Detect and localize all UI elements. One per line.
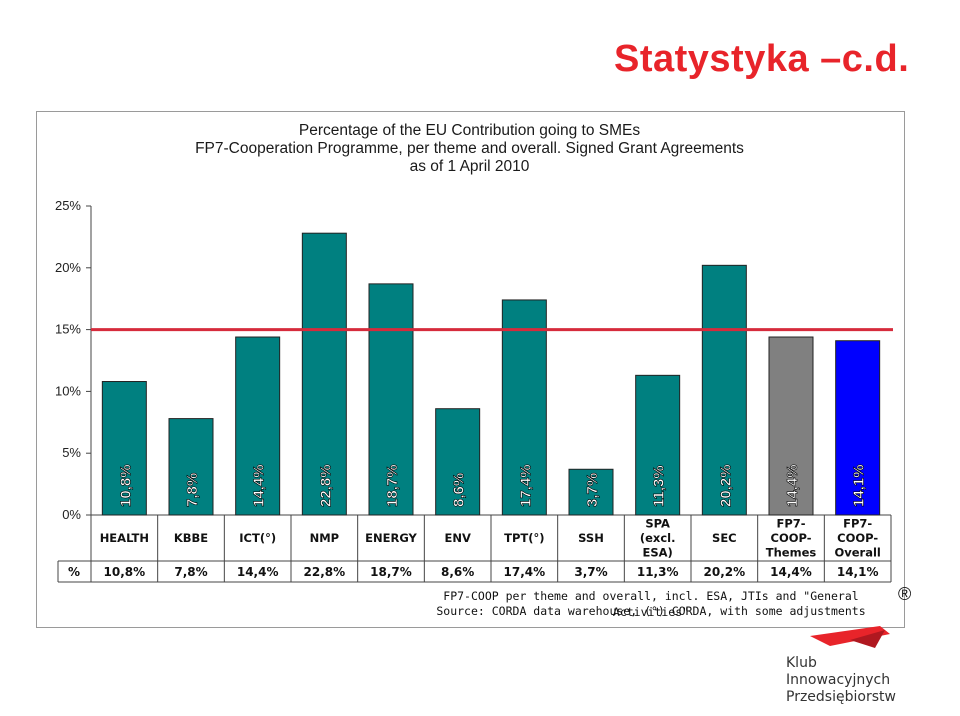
category-label: COOP- [771, 531, 812, 545]
bar-value-label: 18,7% [384, 464, 401, 507]
category-label: ENV [444, 531, 470, 545]
category-label: FP7- [776, 517, 805, 531]
bar-value-label: 17,4% [517, 464, 534, 507]
y-tick-label: 20% [55, 260, 81, 275]
category-label: HEALTH [100, 531, 149, 545]
footnote-line-2: Source: CORDA data warehouse, (°) CORDA,… [436, 604, 866, 618]
bar-value-label: 10,8% [117, 464, 134, 507]
y-tick-label: 0% [62, 507, 81, 522]
table-value: 11,3% [637, 565, 679, 579]
logo-text-line-2: Innowacyjnych [786, 672, 891, 688]
bar [701, 264, 747, 516]
table-value: 17,4% [504, 565, 546, 579]
registered-mark: ® [898, 584, 912, 604]
category-label: ENERGY [365, 531, 417, 545]
bar [168, 418, 214, 516]
chart-frame [36, 111, 905, 628]
y-tick-label: 5% [62, 445, 81, 460]
table-row-label: % [68, 565, 80, 579]
table-value: 14,4% [770, 565, 812, 579]
bar [835, 340, 881, 516]
bar-value-label: 7,8% [184, 473, 201, 507]
bar [568, 468, 614, 516]
bar [435, 408, 481, 516]
bar-value-label: 14,4% [251, 464, 268, 507]
table-value: 20,2% [704, 565, 746, 579]
bar-value-label: 14,1% [851, 464, 868, 507]
bar [768, 336, 814, 516]
category-label: ICT(°) [239, 531, 276, 545]
logo-text-line-1: Klub [786, 655, 817, 671]
category-label: NMP [310, 531, 340, 545]
bar [501, 299, 547, 516]
category-label: Overall [834, 546, 880, 560]
category-label: SPA [645, 517, 670, 531]
club-logo-graphic [810, 626, 890, 648]
category-label: COOP- [837, 531, 878, 545]
bar [235, 336, 281, 516]
table-value: 10,8% [104, 565, 146, 579]
category-label: TPT(°) [504, 531, 544, 545]
chart-title-line-2: FP7-Cooperation Programme, per theme and… [195, 140, 744, 157]
category-label: Themes [766, 546, 817, 560]
table-value: 18,7% [370, 565, 412, 579]
y-tick-label: 25% [55, 198, 81, 213]
bar-value-label: 3,7% [584, 473, 601, 507]
bar [101, 381, 147, 516]
category-label: KBBE [174, 531, 208, 545]
logo-text-line-3: Przedsiębiorstw [786, 689, 896, 705]
footnote-line-1: FP7-COOP per theme and overall, incl. ES… [443, 589, 859, 619]
bar [301, 232, 347, 516]
bar-value-label: 8,6% [451, 473, 468, 507]
category-label: SSH [578, 531, 604, 545]
category-label: SEC [712, 531, 737, 545]
y-tick-label: 15% [55, 322, 81, 337]
chart-title-line-3: as of 1 April 2010 [409, 158, 530, 175]
table-value: 8,6% [441, 565, 474, 579]
bar [368, 283, 414, 516]
table-value: 3,7% [574, 565, 607, 579]
table-value: 7,8% [174, 565, 207, 579]
category-label: ESA) [643, 546, 673, 560]
slide-title: Statystyka –c.d. [614, 38, 910, 80]
table-value: 14,4% [237, 565, 279, 579]
bar-value-label: 11,3% [651, 465, 668, 507]
bar-value-label: 20,2% [717, 464, 734, 507]
bar [635, 374, 681, 516]
category-label: FP7- [843, 517, 872, 531]
bar-value-label: 14,4% [784, 464, 801, 507]
y-tick-label: 10% [55, 383, 81, 398]
chart-title-line-1: Percentage of the EU Contribution going … [298, 122, 641, 139]
bar-value-label: 22,8% [317, 464, 334, 507]
table-value: 14,1% [837, 565, 879, 579]
category-label: (excl. [640, 531, 676, 545]
table-value: 22,8% [304, 565, 346, 579]
